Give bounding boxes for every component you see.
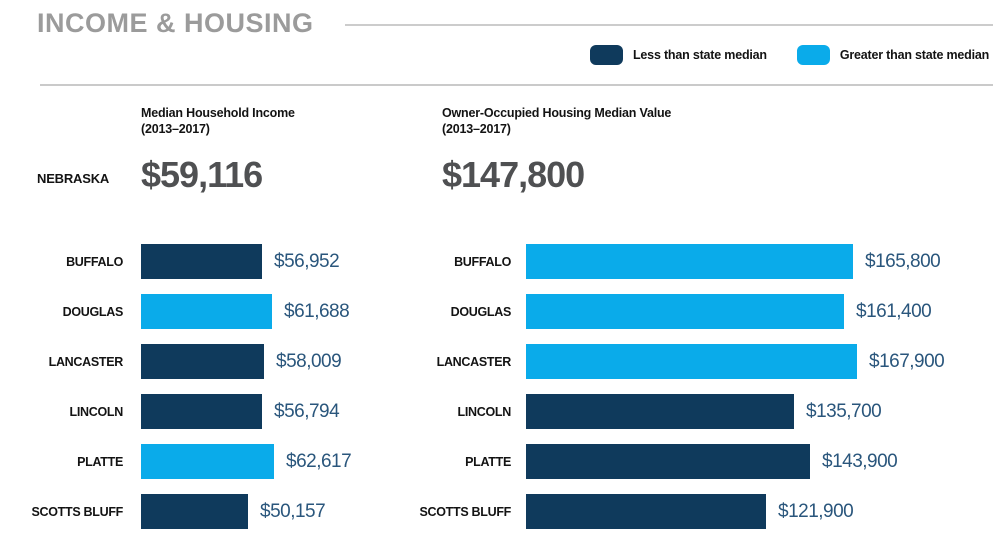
chart-row: SCOTTS BLUFF $121,900 bbox=[418, 494, 944, 529]
page-title: INCOME & HOUSING bbox=[37, 8, 314, 38]
legend-item-greater-than-median: Greater than state median bbox=[796, 45, 990, 65]
bar-value-label: $50,157 bbox=[260, 500, 326, 522]
bar-value-label: $61,688 bbox=[284, 300, 350, 322]
bar bbox=[526, 394, 794, 429]
chart-row: LANCASTER $58,009 bbox=[30, 344, 351, 379]
legend-swatch-navy bbox=[590, 45, 623, 65]
bar bbox=[526, 444, 810, 479]
county-label: BUFFALO bbox=[454, 254, 511, 269]
legend-swatch-lightblue bbox=[796, 45, 830, 65]
bar bbox=[141, 444, 274, 479]
income-header-line2: (2013–2017) bbox=[141, 121, 210, 136]
income-header-line1: Median Household Income bbox=[141, 106, 295, 120]
chart-row: LINCOLN $135,700 bbox=[418, 394, 944, 429]
bar-value-label: $161,400 bbox=[856, 300, 932, 322]
county-label: DOUGLAS bbox=[62, 304, 124, 319]
bar bbox=[141, 244, 262, 279]
bar-value-label: $167,900 bbox=[869, 350, 945, 372]
legend-item-less-than-median: Less than state median bbox=[590, 45, 767, 65]
bar bbox=[526, 294, 844, 329]
county-label: PLATTE bbox=[465, 454, 511, 469]
chart-row: PLATTE $143,900 bbox=[418, 444, 944, 479]
state-income-value: $59,116 bbox=[141, 154, 263, 195]
bar bbox=[526, 494, 766, 529]
bar bbox=[141, 394, 262, 429]
bar bbox=[526, 344, 857, 379]
bar-value-label: $135,700 bbox=[806, 400, 882, 422]
county-label: SCOTTS BLUFF bbox=[31, 504, 123, 519]
bar-value-label: $58,009 bbox=[276, 350, 342, 372]
state-income-summary: Median Household Income (2013–2017) $59,… bbox=[141, 106, 295, 196]
chart-row: BUFFALO $165,800 bbox=[418, 244, 944, 279]
housing-column-header: Owner-Occupied Housing Median Value (201… bbox=[442, 106, 671, 137]
state-housing-summary: Owner-Occupied Housing Median Value (201… bbox=[442, 106, 671, 196]
bar-value-label: $121,900 bbox=[778, 500, 854, 522]
legend-label: Greater than state median bbox=[839, 48, 990, 62]
chart-row: PLATTE $62,617 bbox=[30, 444, 352, 479]
title-divider-line bbox=[345, 24, 993, 26]
county-label: LINCOLN bbox=[69, 404, 124, 419]
county-label: LINCOLN bbox=[457, 404, 512, 419]
county-label: LANCASTER bbox=[436, 354, 512, 369]
county-label: LANCASTER bbox=[48, 354, 124, 369]
chart-row: LINCOLN $56,794 bbox=[30, 394, 351, 429]
county-label: PLATTE bbox=[77, 454, 123, 469]
chart-row: BUFFALO $56,952 bbox=[30, 244, 351, 279]
bar-value-label: $56,794 bbox=[274, 400, 340, 422]
bar-value-label: $56,952 bbox=[274, 250, 340, 272]
chart-row: LANCASTER $167,900 bbox=[418, 344, 945, 379]
bar-value-label: $143,900 bbox=[822, 450, 898, 472]
income-column-header: Median Household Income (2013–2017) bbox=[141, 106, 295, 137]
chart-row: DOUGLAS $161,400 bbox=[418, 294, 944, 329]
chart-row: SCOTTS BLUFF $50,157 bbox=[30, 494, 351, 529]
income-bar-chart: BUFFALO $56,952 DOUGLAS $61,688 LANCASTER $58… bbox=[30, 244, 352, 544]
housing-bar-chart: BUFFALO $165,800 DOUGLAS $161,400 LANCASTER $… bbox=[418, 244, 945, 544]
bar bbox=[141, 494, 248, 529]
header-divider-line bbox=[40, 84, 993, 86]
bar-value-label: $62,617 bbox=[286, 450, 352, 472]
bar bbox=[526, 244, 853, 279]
county-label: BUFFALO bbox=[66, 254, 123, 269]
housing-header-line1: Owner-Occupied Housing Median Value bbox=[442, 106, 672, 120]
legend-label: Less than state median bbox=[633, 48, 767, 62]
state-name-label: NEBRASKA bbox=[37, 171, 110, 186]
state-housing-value: $147,800 bbox=[442, 154, 585, 195]
legend: Less than state median Greater than stat… bbox=[590, 45, 989, 65]
chart-row: DOUGLAS $61,688 bbox=[30, 294, 351, 329]
county-label: DOUGLAS bbox=[450, 304, 512, 319]
housing-header-line2: (2013–2017) bbox=[442, 121, 511, 136]
bar bbox=[141, 294, 272, 329]
bar bbox=[141, 344, 264, 379]
bar-value-label: $165,800 bbox=[865, 250, 941, 272]
county-label: SCOTTS BLUFF bbox=[419, 504, 511, 519]
